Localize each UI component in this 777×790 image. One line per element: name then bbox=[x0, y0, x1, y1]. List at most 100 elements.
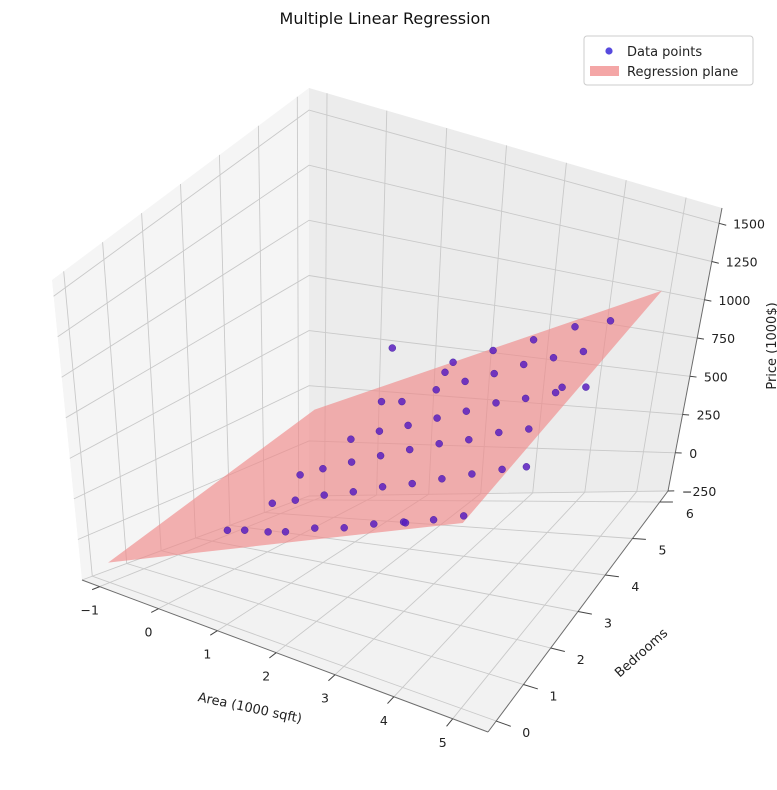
x-tick-label: 1 bbox=[203, 647, 211, 662]
data-point bbox=[319, 465, 327, 473]
x-tick-mark bbox=[446, 718, 454, 727]
data-point bbox=[433, 414, 441, 422]
legend-label-data-points: Data points bbox=[627, 45, 702, 60]
z-tick-label: −250 bbox=[682, 484, 716, 499]
grid-line-z bbox=[65, 275, 698, 419]
data-point bbox=[522, 463, 531, 471]
z-tick-mark bbox=[689, 375, 697, 378]
z-tick-label: 0 bbox=[689, 446, 697, 461]
y-tick-label: 3 bbox=[604, 616, 612, 631]
data-point bbox=[520, 360, 528, 369]
data-point bbox=[529, 336, 538, 344]
y-tick-mark bbox=[577, 611, 592, 615]
x-tick-label: 2 bbox=[262, 669, 270, 684]
data-point bbox=[441, 368, 449, 376]
grid-line-z bbox=[57, 164, 712, 338]
data-point bbox=[347, 435, 355, 443]
x-tick-label: −1 bbox=[80, 603, 98, 618]
z-tick-label: 250 bbox=[697, 408, 721, 423]
data-point bbox=[375, 427, 384, 435]
data-point bbox=[311, 524, 319, 532]
data-point bbox=[240, 526, 249, 534]
data-point bbox=[549, 354, 558, 362]
data-point bbox=[370, 520, 378, 528]
z-tick-label: 1250 bbox=[726, 255, 758, 270]
z-axis-line bbox=[667, 207, 723, 492]
data-point bbox=[571, 323, 579, 331]
z-tick-mark bbox=[718, 222, 727, 226]
data-point bbox=[320, 491, 328, 499]
z-tick-label: 1000 bbox=[719, 293, 751, 308]
data-point bbox=[461, 377, 469, 386]
pane-left bbox=[52, 88, 309, 580]
data-point bbox=[223, 526, 232, 534]
legend-label-regression-plane: Regression plane bbox=[627, 65, 738, 80]
data-point bbox=[498, 465, 506, 474]
data-point bbox=[408, 479, 416, 488]
data-point bbox=[521, 394, 530, 403]
y-axis-label: Bedrooms bbox=[612, 626, 671, 681]
y-tick-mark bbox=[632, 537, 646, 540]
data-point bbox=[460, 512, 468, 520]
pane-floor bbox=[82, 491, 668, 732]
x-axis-label: Area (1000 sqft) bbox=[196, 690, 303, 727]
data-point bbox=[449, 358, 457, 366]
data-point bbox=[558, 383, 566, 391]
data-point bbox=[432, 386, 440, 394]
y-tick-label: 0 bbox=[522, 725, 530, 740]
y-tick-label: 2 bbox=[577, 652, 585, 667]
regression-plane bbox=[108, 290, 663, 563]
z-tick-label: 1500 bbox=[733, 216, 765, 231]
x-tick-label: 3 bbox=[321, 691, 329, 706]
y-tick-label: 1 bbox=[550, 689, 558, 704]
data-point bbox=[435, 440, 443, 448]
z-tick-mark bbox=[697, 337, 705, 340]
data-point bbox=[495, 428, 503, 437]
z-tick-label: 500 bbox=[704, 369, 728, 384]
data-point bbox=[401, 519, 410, 527]
grid-line-z bbox=[53, 109, 720, 297]
data-point bbox=[378, 483, 387, 491]
x-axis-line bbox=[81, 579, 489, 733]
data-point bbox=[404, 421, 412, 430]
data-point bbox=[264, 528, 272, 536]
x-tick-label: 4 bbox=[380, 713, 388, 728]
data-point bbox=[268, 499, 276, 507]
x-tick-mark bbox=[150, 608, 159, 613]
data-point bbox=[349, 488, 357, 496]
data-point bbox=[468, 470, 476, 478]
data-point bbox=[582, 383, 590, 391]
tick-labels: −1 0 1 2 3 4 5 0 1 2 3 4 5 6 −250 0 250 500 750 1000 1250 150… bbox=[80, 216, 765, 750]
data-point bbox=[291, 496, 299, 504]
legend-box bbox=[583, 35, 754, 86]
data-point bbox=[606, 317, 615, 325]
chart-title: Multiple Linear Regression bbox=[280, 9, 491, 28]
data-points bbox=[223, 317, 615, 536]
data-point bbox=[388, 344, 396, 352]
data-point bbox=[465, 436, 473, 444]
y-tick-mark bbox=[550, 647, 565, 653]
x-tick-mark bbox=[91, 586, 100, 591]
data-point bbox=[340, 524, 348, 532]
x-tick-label: 0 bbox=[145, 625, 153, 640]
x-tick-label: 5 bbox=[439, 735, 447, 750]
y-tick-label: 4 bbox=[631, 579, 639, 594]
y-tick-mark bbox=[496, 720, 511, 727]
data-point bbox=[376, 452, 385, 460]
data-point bbox=[551, 388, 560, 397]
z-tick-mark bbox=[711, 261, 719, 264]
y-tick-mark bbox=[605, 574, 619, 578]
data-point bbox=[492, 399, 500, 407]
grid-line-z bbox=[61, 219, 705, 378]
data-point bbox=[490, 369, 498, 378]
data-point bbox=[438, 475, 446, 483]
data-point bbox=[525, 425, 533, 433]
z-tick-label: 750 bbox=[711, 331, 735, 346]
data-point bbox=[489, 346, 497, 355]
data-point bbox=[462, 407, 470, 415]
data-point bbox=[347, 458, 356, 466]
legend-marker-data-points bbox=[605, 47, 613, 55]
data-point bbox=[377, 397, 386, 406]
data-point bbox=[296, 471, 304, 479]
